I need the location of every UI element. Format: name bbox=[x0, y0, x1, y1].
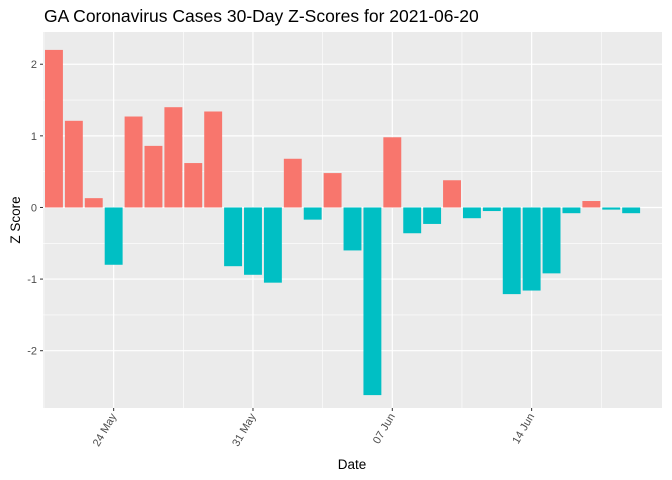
bar-2021-05-21 bbox=[44, 49, 63, 208]
bar-2021-06-03 bbox=[303, 207, 322, 220]
bar-2021-06-01 bbox=[263, 207, 282, 283]
y-tick-label: 1 bbox=[31, 131, 37, 143]
bar-2021-05-26 bbox=[144, 145, 163, 208]
bars bbox=[44, 49, 641, 396]
bar-2021-06-06 bbox=[363, 207, 382, 396]
bar-2021-06-16 bbox=[562, 207, 581, 214]
x-tick-label: 07 Jun bbox=[371, 412, 398, 447]
bar-2021-06-15 bbox=[542, 207, 561, 274]
bar-2021-05-29 bbox=[204, 111, 223, 208]
bar-2021-06-04 bbox=[323, 173, 342, 208]
bar-2021-06-08 bbox=[403, 207, 422, 234]
bar-2021-06-05 bbox=[343, 207, 362, 251]
bar-2021-05-24 bbox=[104, 207, 123, 265]
bar-2021-06-11 bbox=[462, 207, 481, 219]
bar-2021-06-17 bbox=[582, 201, 601, 208]
bar-2021-06-14 bbox=[522, 207, 541, 291]
bar-2021-06-12 bbox=[482, 207, 501, 212]
y-tick-label: 0 bbox=[31, 202, 37, 214]
bar-2021-06-18 bbox=[602, 207, 621, 210]
bar-2021-05-30 bbox=[224, 207, 243, 267]
x-tick-label: 14 Jun bbox=[510, 412, 537, 447]
bar-2021-06-02 bbox=[283, 158, 302, 208]
bar-2021-05-27 bbox=[164, 107, 183, 208]
y-tick-label: 2 bbox=[31, 59, 37, 71]
bar-2021-06-13 bbox=[502, 207, 521, 295]
x-axis-title: Date bbox=[338, 457, 367, 472]
y-axis-title: Z Score bbox=[8, 196, 23, 243]
bar-2021-05-28 bbox=[184, 163, 203, 208]
y-tick-label: -2 bbox=[27, 346, 37, 358]
bar-2021-05-31 bbox=[244, 207, 262, 275]
x-tick-label: 31 May bbox=[230, 411, 259, 449]
bar-2021-06-09 bbox=[423, 207, 442, 224]
x-tick-label: 24 May bbox=[91, 411, 120, 449]
chart-title: GA Coronavirus Cases 30-Day Z-Scores for… bbox=[44, 6, 479, 26]
bar-2021-06-10 bbox=[443, 180, 461, 208]
bar-2021-06-19 bbox=[622, 207, 641, 214]
y-tick-label: -1 bbox=[27, 274, 37, 286]
bar-2021-05-22 bbox=[64, 120, 83, 208]
bar-2021-05-25 bbox=[124, 116, 143, 208]
bar-2021-05-23 bbox=[84, 198, 103, 208]
bar-2021-06-07 bbox=[383, 137, 402, 208]
